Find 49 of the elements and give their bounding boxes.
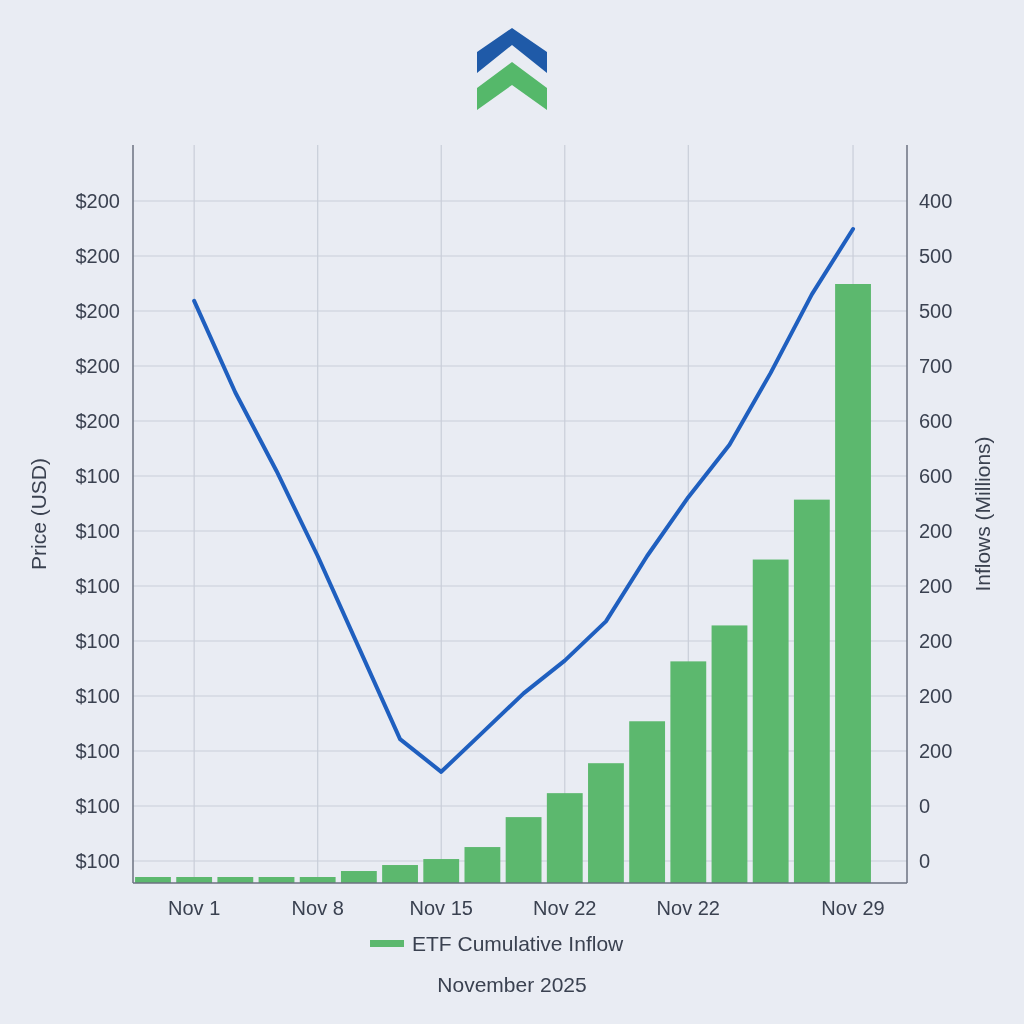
text: 0 bbox=[919, 795, 931, 817]
text: 200 bbox=[919, 685, 953, 707]
x-tick-label: Nov 15 bbox=[409, 897, 473, 919]
bar bbox=[588, 763, 624, 883]
bar bbox=[711, 625, 748, 883]
legend-label: ETF Cumulative Inflow bbox=[412, 932, 625, 956]
x-tick-label: Nov 1 bbox=[168, 897, 221, 919]
bar bbox=[340, 871, 377, 883]
text: $100 bbox=[75, 850, 120, 872]
text: $100 bbox=[75, 465, 120, 487]
bar bbox=[835, 284, 871, 883]
text: 200 bbox=[919, 630, 953, 652]
text: $100 bbox=[75, 575, 120, 597]
bar bbox=[629, 721, 666, 883]
bar bbox=[670, 661, 707, 883]
text: $100 bbox=[75, 630, 120, 652]
text: $200 bbox=[75, 410, 120, 432]
text: $200 bbox=[75, 355, 120, 377]
text: 200 bbox=[919, 740, 953, 762]
x-tick-label: Nov 22 bbox=[656, 897, 720, 919]
bar bbox=[793, 499, 830, 883]
text: $100 bbox=[75, 740, 120, 762]
bar bbox=[423, 859, 460, 883]
text: 600 bbox=[919, 465, 953, 487]
text: 400 bbox=[919, 190, 953, 212]
x-tick-label: Nov 22 bbox=[533, 897, 597, 919]
text: $100 bbox=[75, 685, 120, 707]
x-axis-title: November 2025 bbox=[437, 973, 587, 996]
text: 0 bbox=[919, 850, 931, 872]
bar bbox=[546, 793, 583, 883]
x-tick-label: Nov 29 bbox=[821, 897, 885, 919]
text: 600 bbox=[919, 410, 953, 432]
text: $100 bbox=[75, 520, 120, 542]
y-axis-title: Price (USD) bbox=[27, 457, 50, 571]
x-tick-label: Nov 8 bbox=[291, 897, 344, 919]
y2-axis-title: Inflows (Millions) bbox=[971, 436, 994, 592]
text: 500 bbox=[919, 300, 953, 322]
text: $200 bbox=[75, 190, 120, 212]
bar bbox=[752, 559, 789, 883]
text: $100 bbox=[75, 795, 120, 817]
text: 200 bbox=[919, 575, 953, 597]
bar bbox=[382, 865, 418, 883]
text: 500 bbox=[919, 245, 953, 267]
text: 200 bbox=[919, 520, 953, 542]
text: 700 bbox=[919, 355, 953, 377]
bar bbox=[505, 817, 542, 883]
text: $200 bbox=[75, 245, 120, 267]
text: $200 bbox=[75, 300, 120, 322]
bar bbox=[464, 847, 501, 883]
